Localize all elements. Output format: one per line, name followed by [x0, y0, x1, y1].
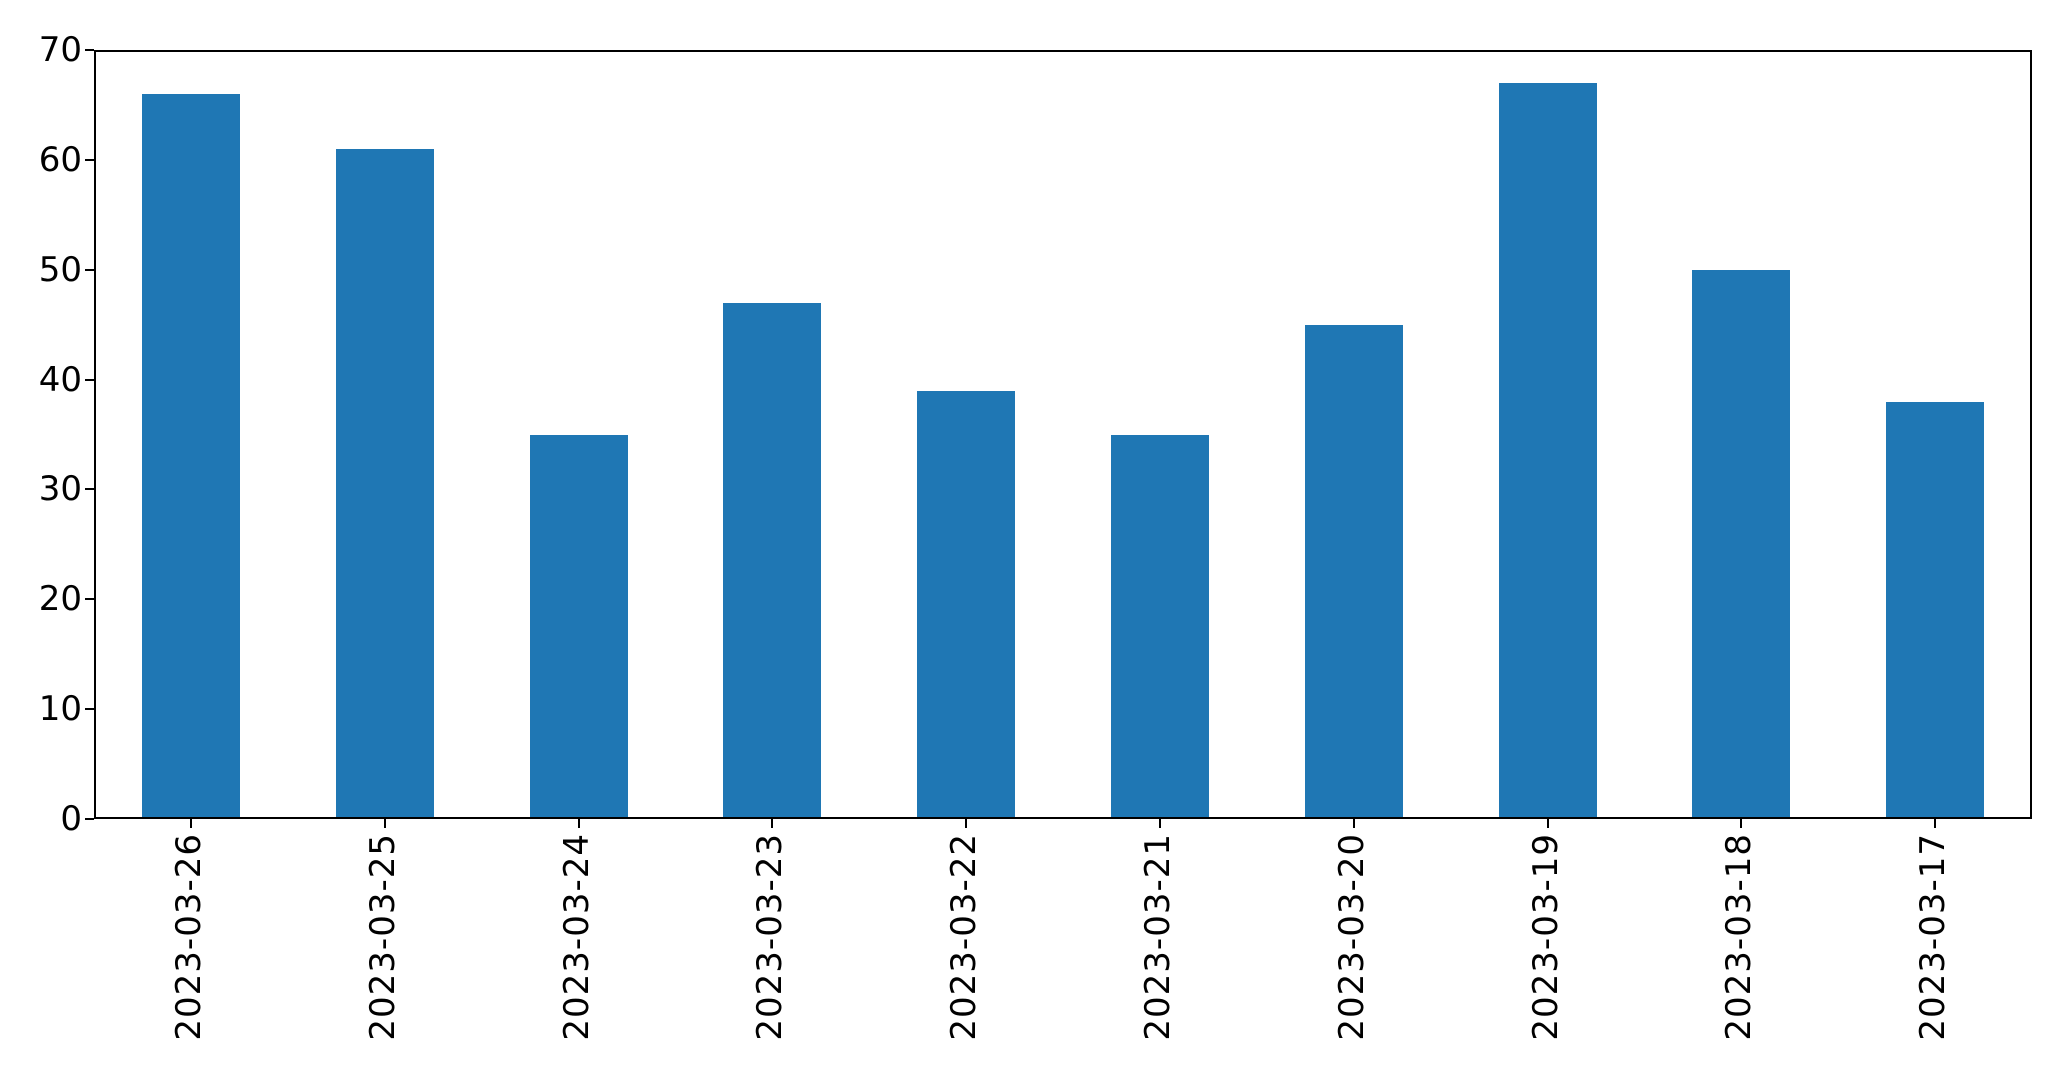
x-tick-label: 2023-03-25 — [362, 833, 403, 1041]
y-tick-label: 20 — [38, 579, 82, 620]
x-tick-label: 2023-03-17 — [1913, 833, 1954, 1041]
x-tick-mark — [1546, 819, 1549, 828]
y-tick-label: 60 — [38, 139, 82, 180]
y-tick-mark — [85, 818, 94, 820]
x-tick-label: 2023-03-23 — [750, 833, 791, 1041]
y-tick-mark — [85, 158, 94, 161]
x-tick-mark — [1352, 819, 1355, 828]
y-tick-mark — [85, 708, 94, 711]
bar — [1498, 82, 1597, 817]
y-tick-mark — [85, 378, 94, 381]
x-tick-label: 2023-03-18 — [1719, 833, 1760, 1041]
plot-area — [94, 50, 2032, 819]
y-tick-label: 70 — [38, 30, 82, 70]
y-tick-label: 40 — [38, 359, 82, 400]
y-tick-mark — [85, 598, 94, 601]
x-tick-label: 2023-03-26 — [168, 833, 209, 1041]
bar — [1110, 434, 1209, 817]
y-tick-mark — [85, 268, 94, 271]
x-tick-label: 2023-03-19 — [1525, 833, 1566, 1041]
x-tick-mark — [1158, 819, 1161, 828]
y-tick-label: 0 — [60, 799, 82, 839]
y-tick-label: 30 — [38, 469, 82, 510]
bar — [141, 93, 240, 817]
y-tick-mark — [85, 49, 94, 51]
y-tick-label: 50 — [38, 249, 82, 290]
bar — [1304, 324, 1403, 817]
bar — [723, 302, 822, 817]
bar — [335, 148, 434, 817]
bar — [529, 434, 628, 817]
x-tick-label: 2023-03-22 — [944, 833, 985, 1041]
x-tick-label: 2023-03-24 — [556, 833, 597, 1041]
x-tick-mark — [383, 819, 386, 828]
x-tick-label: 2023-03-21 — [1137, 833, 1178, 1041]
x-tick-label: 2023-03-20 — [1331, 833, 1372, 1041]
bar — [1692, 269, 1791, 817]
bar — [917, 390, 1016, 817]
y-tick-mark — [85, 488, 94, 491]
x-tick-mark — [1934, 819, 1937, 828]
x-tick-mark — [771, 819, 774, 828]
bar — [1886, 401, 1985, 817]
x-tick-mark — [577, 819, 580, 828]
x-tick-mark — [1740, 819, 1743, 828]
x-tick-mark — [965, 819, 968, 828]
x-tick-mark — [189, 819, 192, 828]
y-tick-label: 10 — [38, 689, 82, 730]
